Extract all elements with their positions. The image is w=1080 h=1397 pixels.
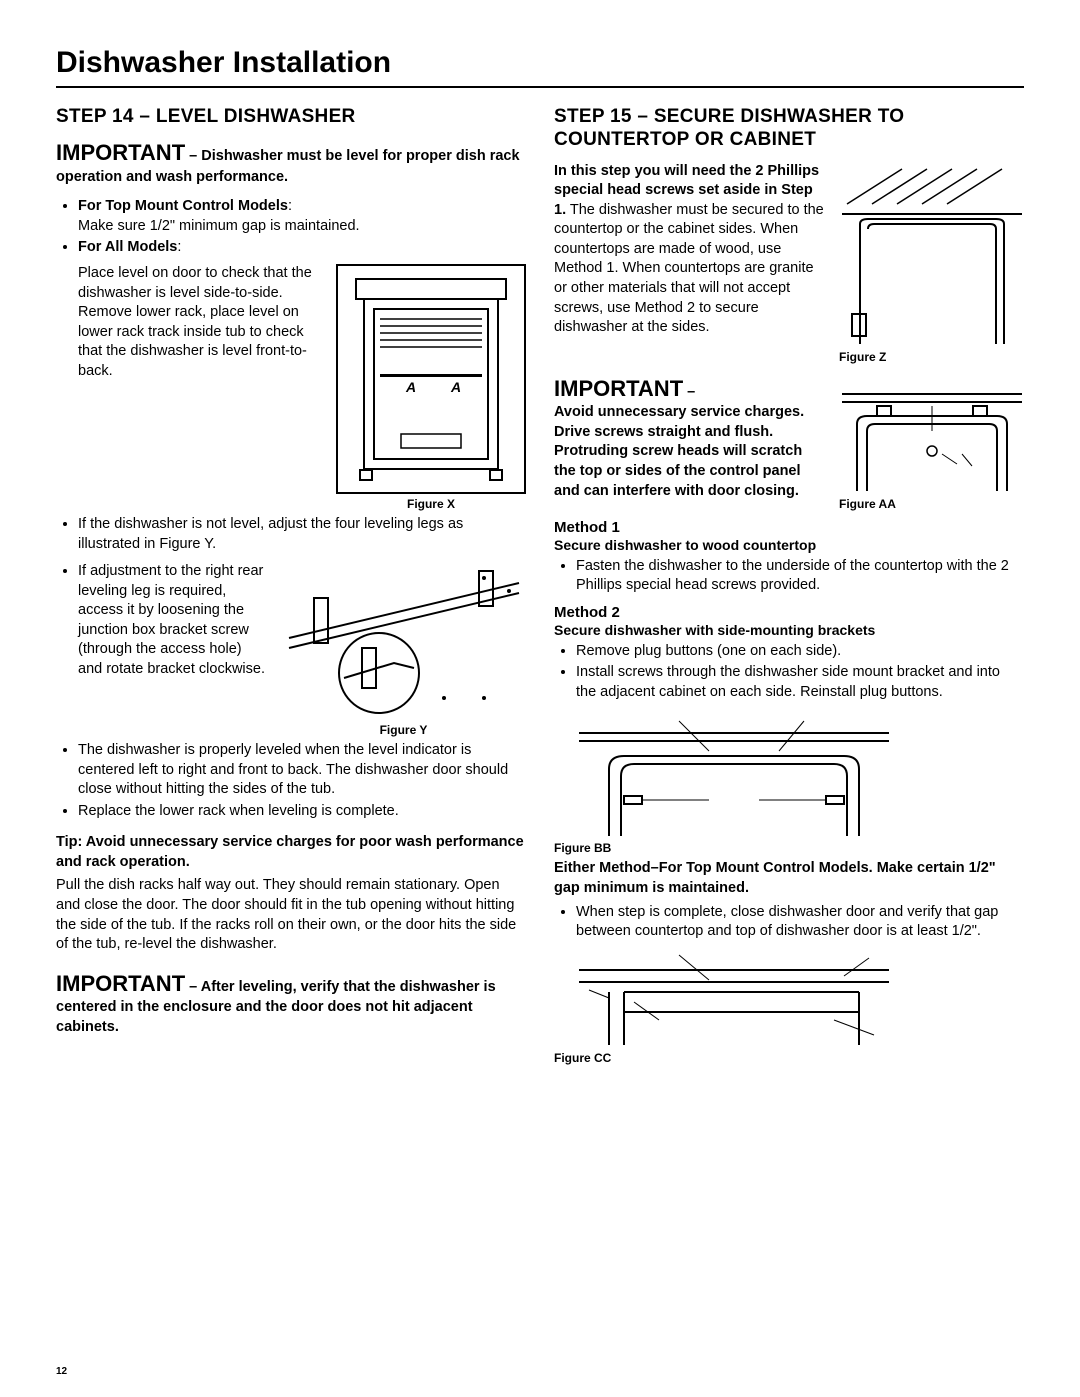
method1-bullet1: Fasten the dishwasher to the underside o… bbox=[576, 557, 1024, 596]
tip-body: Pull the dish racks half way out. They s… bbox=[56, 876, 526, 954]
important-label: IMPORTANT bbox=[56, 140, 185, 165]
right-column: STEP 15 – SECURE DISHWASHER TO COUNTERTO… bbox=[554, 102, 1024, 1065]
figure-x: A A bbox=[336, 264, 526, 494]
text-with-figure-x: Place level on door to check that the di… bbox=[56, 264, 526, 511]
intro-body: The dishwasher must be secured to the co… bbox=[554, 202, 824, 335]
bullet-top-mount: For Top Mount Control Models: Make sure … bbox=[78, 197, 526, 236]
bullet-text: Make sure 1/2" minimum gap is maintained… bbox=[78, 218, 360, 234]
leveling-leg-icon bbox=[284, 563, 524, 718]
method2-bullet2: Install screws through the dishwasher si… bbox=[576, 663, 1024, 702]
bullet-all-models: For All Models: bbox=[78, 238, 526, 258]
figure-y-wrapper: Figure Y bbox=[281, 560, 526, 737]
figure-z-caption: Figure Z bbox=[839, 350, 1024, 364]
top-bracket-icon bbox=[842, 376, 1022, 491]
figure-bb-wrapper bbox=[574, 708, 894, 838]
method2-bullets: Remove plug buttons (one on each side). … bbox=[554, 642, 1024, 703]
either-method-bullets: When step is complete, close dishwasher … bbox=[554, 903, 1024, 942]
tip-heading: Tip: Avoid unnecessary service charges f… bbox=[56, 833, 526, 872]
intro-paragraph: In this step you will need the 2 Phillip… bbox=[554, 162, 825, 364]
bullet-label: For Top Mount Control Models bbox=[78, 198, 288, 214]
step15-heading: STEP 15 – SECURE DISHWASHER TO COUNTERTO… bbox=[554, 106, 1024, 152]
important-label: IMPORTANT bbox=[56, 971, 185, 996]
figure-aa-caption: Figure AA bbox=[839, 497, 1024, 511]
bullet-rear-leg: If adjustment to the right rear leveling… bbox=[78, 562, 267, 679]
important-note-2: IMPORTANT – After leveling, verify that … bbox=[56, 969, 526, 1038]
bullet-adjust-legs: If the dishwasher is not level, adjust t… bbox=[78, 515, 526, 554]
either-bullet1: When step is complete, close dishwasher … bbox=[576, 903, 1024, 942]
text-with-figure-y: If adjustment to the right rear leveling… bbox=[56, 560, 526, 737]
figure-cc-caption: Figure CC bbox=[554, 1051, 1024, 1065]
important-dash: – bbox=[683, 384, 695, 400]
bullet-replace-rack: Replace the lower rack when leveling is … bbox=[78, 802, 526, 822]
figure-cc-wrapper bbox=[574, 948, 894, 1048]
leveling-bullets: If the dishwasher is not level, adjust t… bbox=[56, 515, 526, 554]
bullet-label: For All Models bbox=[78, 239, 177, 255]
step14-heading: STEP 14 – LEVEL DISHWASHER bbox=[56, 106, 526, 128]
important-label: IMPORTANT bbox=[554, 376, 683, 401]
figure-cc bbox=[574, 948, 894, 1048]
method1-heading: Method 1 bbox=[554, 519, 1024, 536]
figure-x-caption: Figure X bbox=[336, 497, 526, 511]
method2-heading: Method 2 bbox=[554, 604, 1024, 621]
figure-z bbox=[839, 162, 1024, 347]
two-column-layout: STEP 14 – LEVEL DISHWASHER IMPORTANT – D… bbox=[56, 102, 1024, 1065]
page-title: Dishwasher Installation bbox=[56, 46, 1024, 88]
leveling-bullets-2: The dishwasher is properly leveled when … bbox=[56, 741, 526, 821]
bullet-rear-leg-list: If adjustment to the right rear leveling… bbox=[56, 560, 267, 737]
figure-z-wrapper: Figure Z bbox=[839, 162, 1024, 364]
important-body: Avoid unnecessary service charges. Drive… bbox=[554, 404, 804, 498]
method2-bullet1: Remove plug buttons (one on each side). bbox=[576, 642, 1024, 662]
figure-bb bbox=[574, 708, 894, 838]
method1-bullets: Fasten the dishwasher to the underside o… bbox=[554, 557, 1024, 596]
figure-x-wrapper: A A Figure X bbox=[336, 264, 526, 511]
dishwasher-front-icon: A A bbox=[346, 274, 516, 484]
important-note-3: IMPORTANT – Avoid unnecessary service ch… bbox=[554, 374, 825, 511]
figure-aa bbox=[839, 374, 1024, 494]
countertop-bracket-icon bbox=[842, 164, 1022, 344]
bullet-all-models-text: Place level on door to check that the di… bbox=[56, 264, 322, 511]
either-method-bold: Either Method–For Top Mount Control Mode… bbox=[554, 859, 1024, 898]
figure-y bbox=[281, 560, 526, 720]
intro-with-figure-z: In this step you will need the 2 Phillip… bbox=[554, 162, 1024, 364]
figure-y-caption: Figure Y bbox=[281, 723, 526, 737]
bullet-level-indicator: The dishwasher is properly leveled when … bbox=[78, 741, 526, 800]
gap-check-icon bbox=[579, 950, 889, 1045]
method2-sub: Secure dishwasher with side-mounting bra… bbox=[554, 622, 1024, 638]
svg-text:A: A bbox=[450, 379, 461, 395]
figure-bb-caption: Figure BB bbox=[554, 841, 1024, 855]
svg-text:A: A bbox=[405, 379, 416, 395]
side-bracket-icon bbox=[579, 711, 889, 836]
important-note-1: IMPORTANT – Dishwasher must be level for… bbox=[56, 138, 526, 187]
page-number: 12 bbox=[56, 1366, 67, 1377]
method1-sub: Secure dishwasher to wood countertop bbox=[554, 537, 1024, 553]
important-with-figure-aa: IMPORTANT – Avoid unnecessary service ch… bbox=[554, 374, 1024, 511]
figure-aa-wrapper: Figure AA bbox=[839, 374, 1024, 511]
model-bullets: For Top Mount Control Models: Make sure … bbox=[56, 197, 526, 258]
left-column: STEP 14 – LEVEL DISHWASHER IMPORTANT – D… bbox=[56, 102, 526, 1065]
